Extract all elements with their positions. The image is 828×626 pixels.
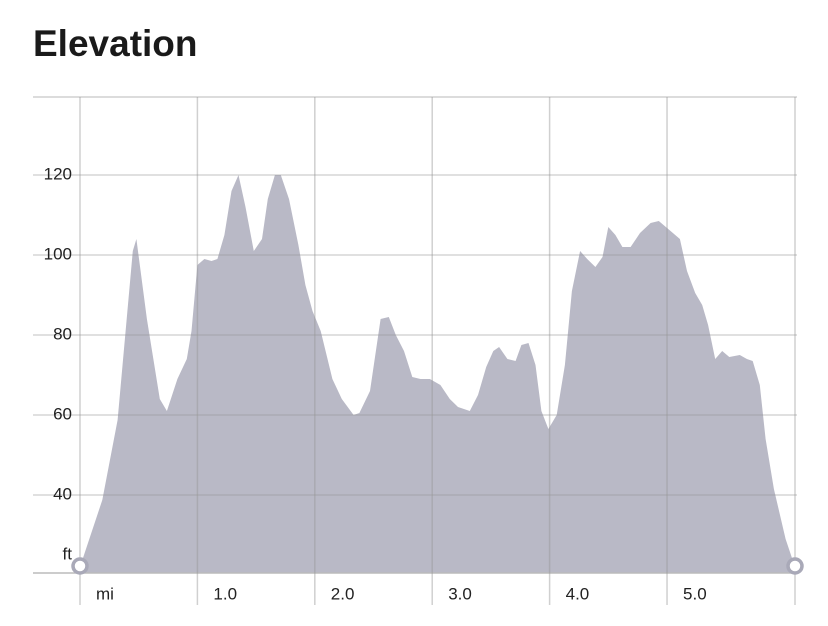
endpoint-marker (786, 557, 804, 575)
y-tick-label: 120 (44, 164, 72, 183)
x-tick-label: 2.0 (331, 584, 355, 603)
endpoint-marker (71, 557, 89, 575)
y-tick-label: 60 (53, 404, 72, 423)
y-tick-label: 100 (44, 244, 72, 263)
x-tick-label: 1.0 (213, 584, 237, 603)
y-tick-label: 40 (53, 484, 72, 503)
y-tick-label: 80 (53, 324, 72, 343)
x-tick-label: 5.0 (683, 584, 707, 603)
x-tick-label: mi (96, 584, 114, 603)
x-tick-label: 3.0 (448, 584, 472, 603)
elevation-area (80, 175, 795, 573)
chart-title: Elevation (33, 23, 198, 64)
x-tick-label: 4.0 (566, 584, 590, 603)
y-unit-label: ft (63, 544, 73, 563)
